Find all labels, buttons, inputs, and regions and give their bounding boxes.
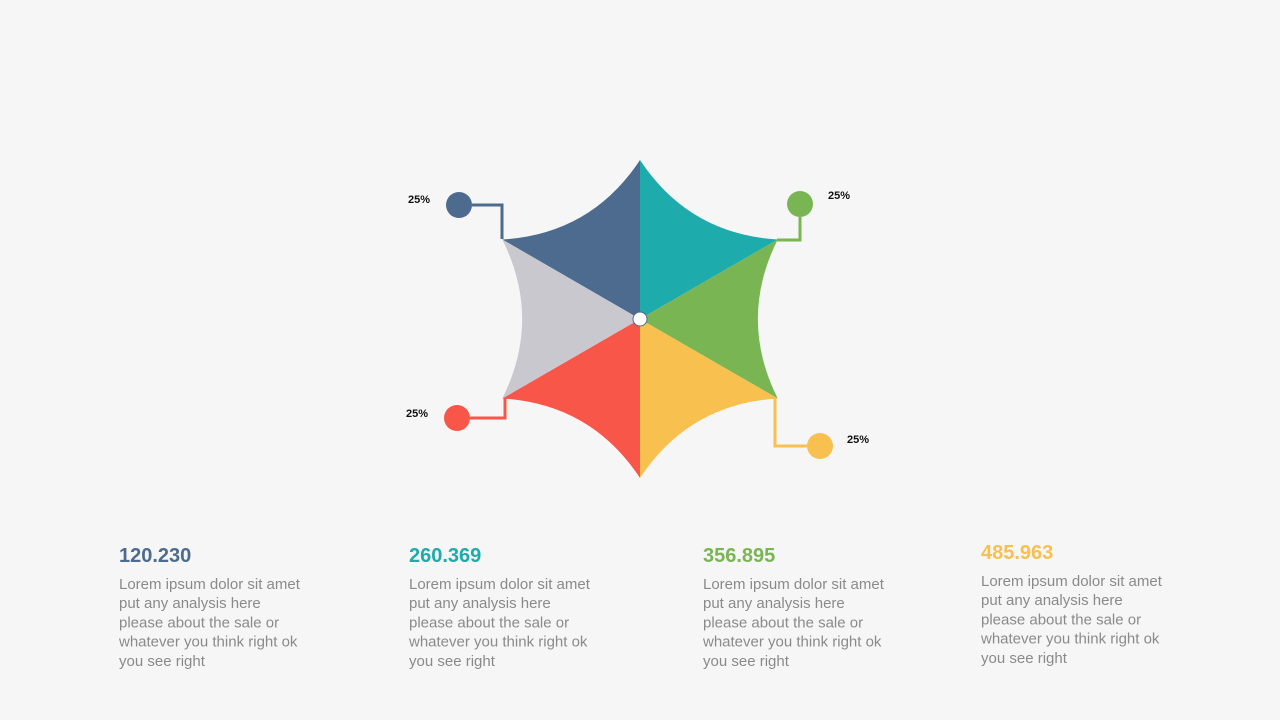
callout-dot (444, 405, 470, 431)
block-text: please about the sale or (119, 614, 279, 631)
callout-dot (807, 433, 833, 459)
block-text: please about the sale or (981, 611, 1141, 628)
callout-dot (446, 192, 472, 218)
block-text: you see right (119, 653, 206, 670)
block-text: whatever you think right ok (118, 634, 298, 651)
callout-label: 25% (828, 190, 850, 202)
hexagon-star (502, 160, 778, 478)
callout-label: 25% (408, 194, 430, 206)
segment (502, 319, 640, 478)
center-dot (632, 311, 648, 327)
connector (470, 398, 507, 420)
connector (777, 217, 802, 242)
block-text: you see right (981, 650, 1068, 667)
block-text: Lorem ipsum dolor sit amet (703, 576, 885, 593)
segment (502, 160, 640, 319)
block-text: Lorem ipsum dolor sit amet (981, 573, 1163, 590)
block-value: 485.963 (981, 542, 1053, 564)
block-text: put any analysis here (409, 595, 551, 612)
segment (640, 319, 778, 478)
callout-label: 25% (847, 434, 869, 446)
block-text: you see right (703, 653, 790, 670)
block-text: Lorem ipsum dolor sit amet (119, 576, 301, 593)
segment (640, 160, 778, 319)
block-text: put any analysis here (119, 595, 261, 612)
block-text: put any analysis here (703, 595, 845, 612)
block-text: Lorem ipsum dolor sit amet (409, 576, 591, 593)
block-text: please about the sale or (703, 614, 863, 631)
block-value: 356.895 (703, 545, 775, 567)
block-text: whatever you think right ok (702, 634, 882, 651)
block-text: you see right (409, 653, 496, 670)
block-text: whatever you think right ok (408, 634, 588, 651)
block-text: whatever you think right ok (980, 631, 1160, 648)
callout-dot (787, 191, 813, 217)
connector (472, 203, 504, 239)
block-text: put any analysis here (981, 592, 1123, 609)
callout-label: 25% (406, 408, 428, 420)
block-value: 260.369 (409, 545, 481, 567)
block-text: please about the sale or (409, 614, 569, 631)
segment (640, 239, 778, 399)
segment (502, 239, 640, 399)
block-value: 120.230 (119, 545, 191, 567)
connector (773, 398, 807, 448)
